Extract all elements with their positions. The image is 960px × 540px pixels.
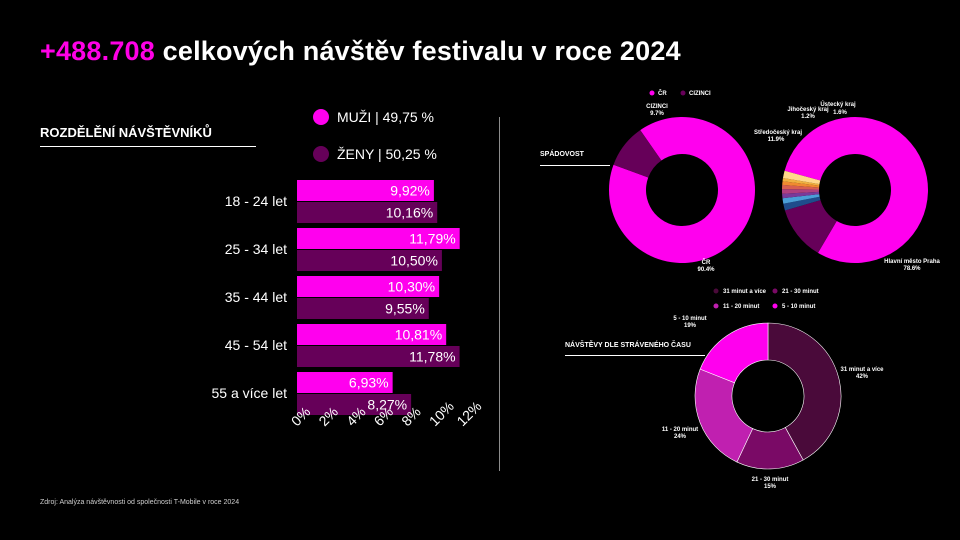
- donut-slice: [613, 130, 662, 178]
- bar-label-women: 10,50%: [390, 253, 437, 269]
- bar-label-women: 10,16%: [386, 205, 433, 221]
- legend-swatch-women: [313, 146, 329, 162]
- legend-label-women: ŽENY | 50,25 %: [337, 146, 437, 162]
- x-tick-label: 10%: [426, 398, 457, 429]
- donut-slice: [782, 194, 820, 204]
- donut-slice: [782, 189, 820, 194]
- legend-label-time: 21 - 30 minut: [782, 289, 819, 295]
- slice-label-value: 19%: [684, 323, 697, 329]
- category-label: 55 a více let: [212, 385, 288, 401]
- slice-label-value: 90.4%: [697, 267, 715, 273]
- bar-label-men: 11,79%: [409, 231, 455, 247]
- donut-slice: [609, 116, 755, 263]
- legend-label-time: 5 - 10 minut: [782, 304, 815, 310]
- slice-label-value: 9.7%: [650, 111, 664, 117]
- bar-label-men: 6,93%: [349, 375, 389, 391]
- slice-label-value: 78.6%: [903, 266, 921, 272]
- slice-label-value: 15%: [764, 484, 777, 490]
- legend-swatch-time: [772, 288, 778, 294]
- spadovost-underline: [540, 165, 610, 166]
- title-accent: +488.708: [40, 36, 155, 66]
- bar-women: [297, 202, 438, 223]
- bar-label-women: 9,55%: [385, 301, 425, 317]
- bar-men: [297, 228, 460, 249]
- x-tick-label: 12%: [453, 398, 484, 429]
- slice-label-value: 1.2%: [801, 114, 815, 120]
- legend-label-cizinci: CIZINCI: [689, 91, 711, 97]
- donut-slice: [784, 200, 837, 253]
- bar-men: [297, 276, 440, 297]
- bar-women: [297, 394, 412, 415]
- time-underline: [565, 355, 705, 356]
- category-label: 45 - 54 let: [225, 337, 287, 353]
- legend-swatch-cr: [649, 90, 655, 96]
- slice-label-name: Ústecký kraj: [820, 101, 856, 108]
- slice-label-name: 21 - 30 minut: [752, 477, 789, 483]
- slice-label-name: Středočeský kraj: [754, 130, 802, 136]
- bar-men: [297, 324, 447, 345]
- slice-label-name: 5 - 10 minut: [673, 316, 706, 322]
- legend-swatch-time: [713, 288, 719, 294]
- slice-label-name: Hlavní město Praha: [884, 259, 940, 265]
- slice-label-name: 11 - 20 minut: [662, 427, 698, 433]
- bar-label-men: 9,92%: [390, 183, 430, 199]
- donut-slice: [782, 170, 821, 185]
- donut-slice: [783, 196, 821, 211]
- donut-slice: [782, 184, 820, 190]
- legend-swatch-men: [313, 109, 329, 125]
- slice-label-value: 11.9%: [768, 137, 785, 143]
- visitors-heading-underline: [40, 146, 256, 147]
- legend-item-women: ŽENY | 50,25 %: [313, 146, 437, 162]
- bar-label-men: 10,30%: [388, 279, 435, 295]
- age-bar-chart: 18 - 24 let 9,92% 10,16% 25 - 34 let 11,79% 1…: [212, 180, 485, 429]
- slice-label-name: CIZINCI: [646, 104, 668, 110]
- spadovost-heading: SPÁDOVOST: [540, 151, 584, 158]
- legend-swatch-time: [772, 303, 778, 309]
- title-rest: celkových návštěv festivalu v roce 2024: [154, 36, 681, 66]
- bar-women: [297, 346, 460, 367]
- bar-women: [297, 298, 429, 319]
- time-heading: NÁVŠTĚVY DLE STRÁVENÉHO ČASU: [565, 342, 691, 349]
- donut-slice: [694, 368, 754, 463]
- bar-women: [297, 250, 442, 271]
- bar-men: [297, 180, 434, 201]
- vertical-divider: [499, 117, 500, 471]
- donut-slice: [767, 322, 842, 461]
- slice-label-value: 24%: [674, 434, 687, 440]
- bar-men: [297, 372, 393, 393]
- category-label: 35 - 44 let: [225, 289, 287, 305]
- donut-slice: [782, 181, 820, 188]
- bar-label-men: 10,81%: [395, 327, 442, 343]
- category-label: 25 - 34 let: [225, 241, 287, 257]
- donut-slice: [784, 117, 928, 263]
- donut-slice: [699, 322, 769, 384]
- legend-label-cr: ČR: [658, 90, 667, 97]
- legend-label-time: 31 minut a více: [723, 289, 767, 295]
- legend-swatch-cizinci: [680, 90, 686, 96]
- slice-label-value: 42%: [856, 374, 869, 380]
- donut-slice: [782, 191, 820, 199]
- bar-label-women: 8,27%: [367, 397, 407, 413]
- legend-label-men: MUŽI | 49,75 %: [337, 109, 435, 125]
- category-label: 18 - 24 let: [225, 193, 287, 209]
- legend-item-men: MUŽI | 49,75 %: [313, 109, 434, 125]
- source-note: Zdroj: Analýza návštěvnosti od společnos…: [40, 499, 240, 506]
- slice-label-name: Jihočeský kraj: [787, 107, 829, 113]
- legend-swatch-time: [713, 303, 719, 309]
- bar-label-women: 11,78%: [409, 349, 455, 365]
- donut-slice: [782, 178, 820, 186]
- slice-label-name: 31 minut a více: [840, 367, 884, 373]
- legend-label-time: 11 - 20 minut: [723, 304, 759, 310]
- slice-label-name: ČR: [702, 259, 711, 266]
- page-title: +488.708 celkových návštěv festivalu v r…: [40, 36, 681, 67]
- slice-label-value: 1.6%: [833, 110, 847, 116]
- visitors-heading: ROZDĚLĚNÍ NÁVŠTĚVNÍKŮ: [40, 125, 212, 140]
